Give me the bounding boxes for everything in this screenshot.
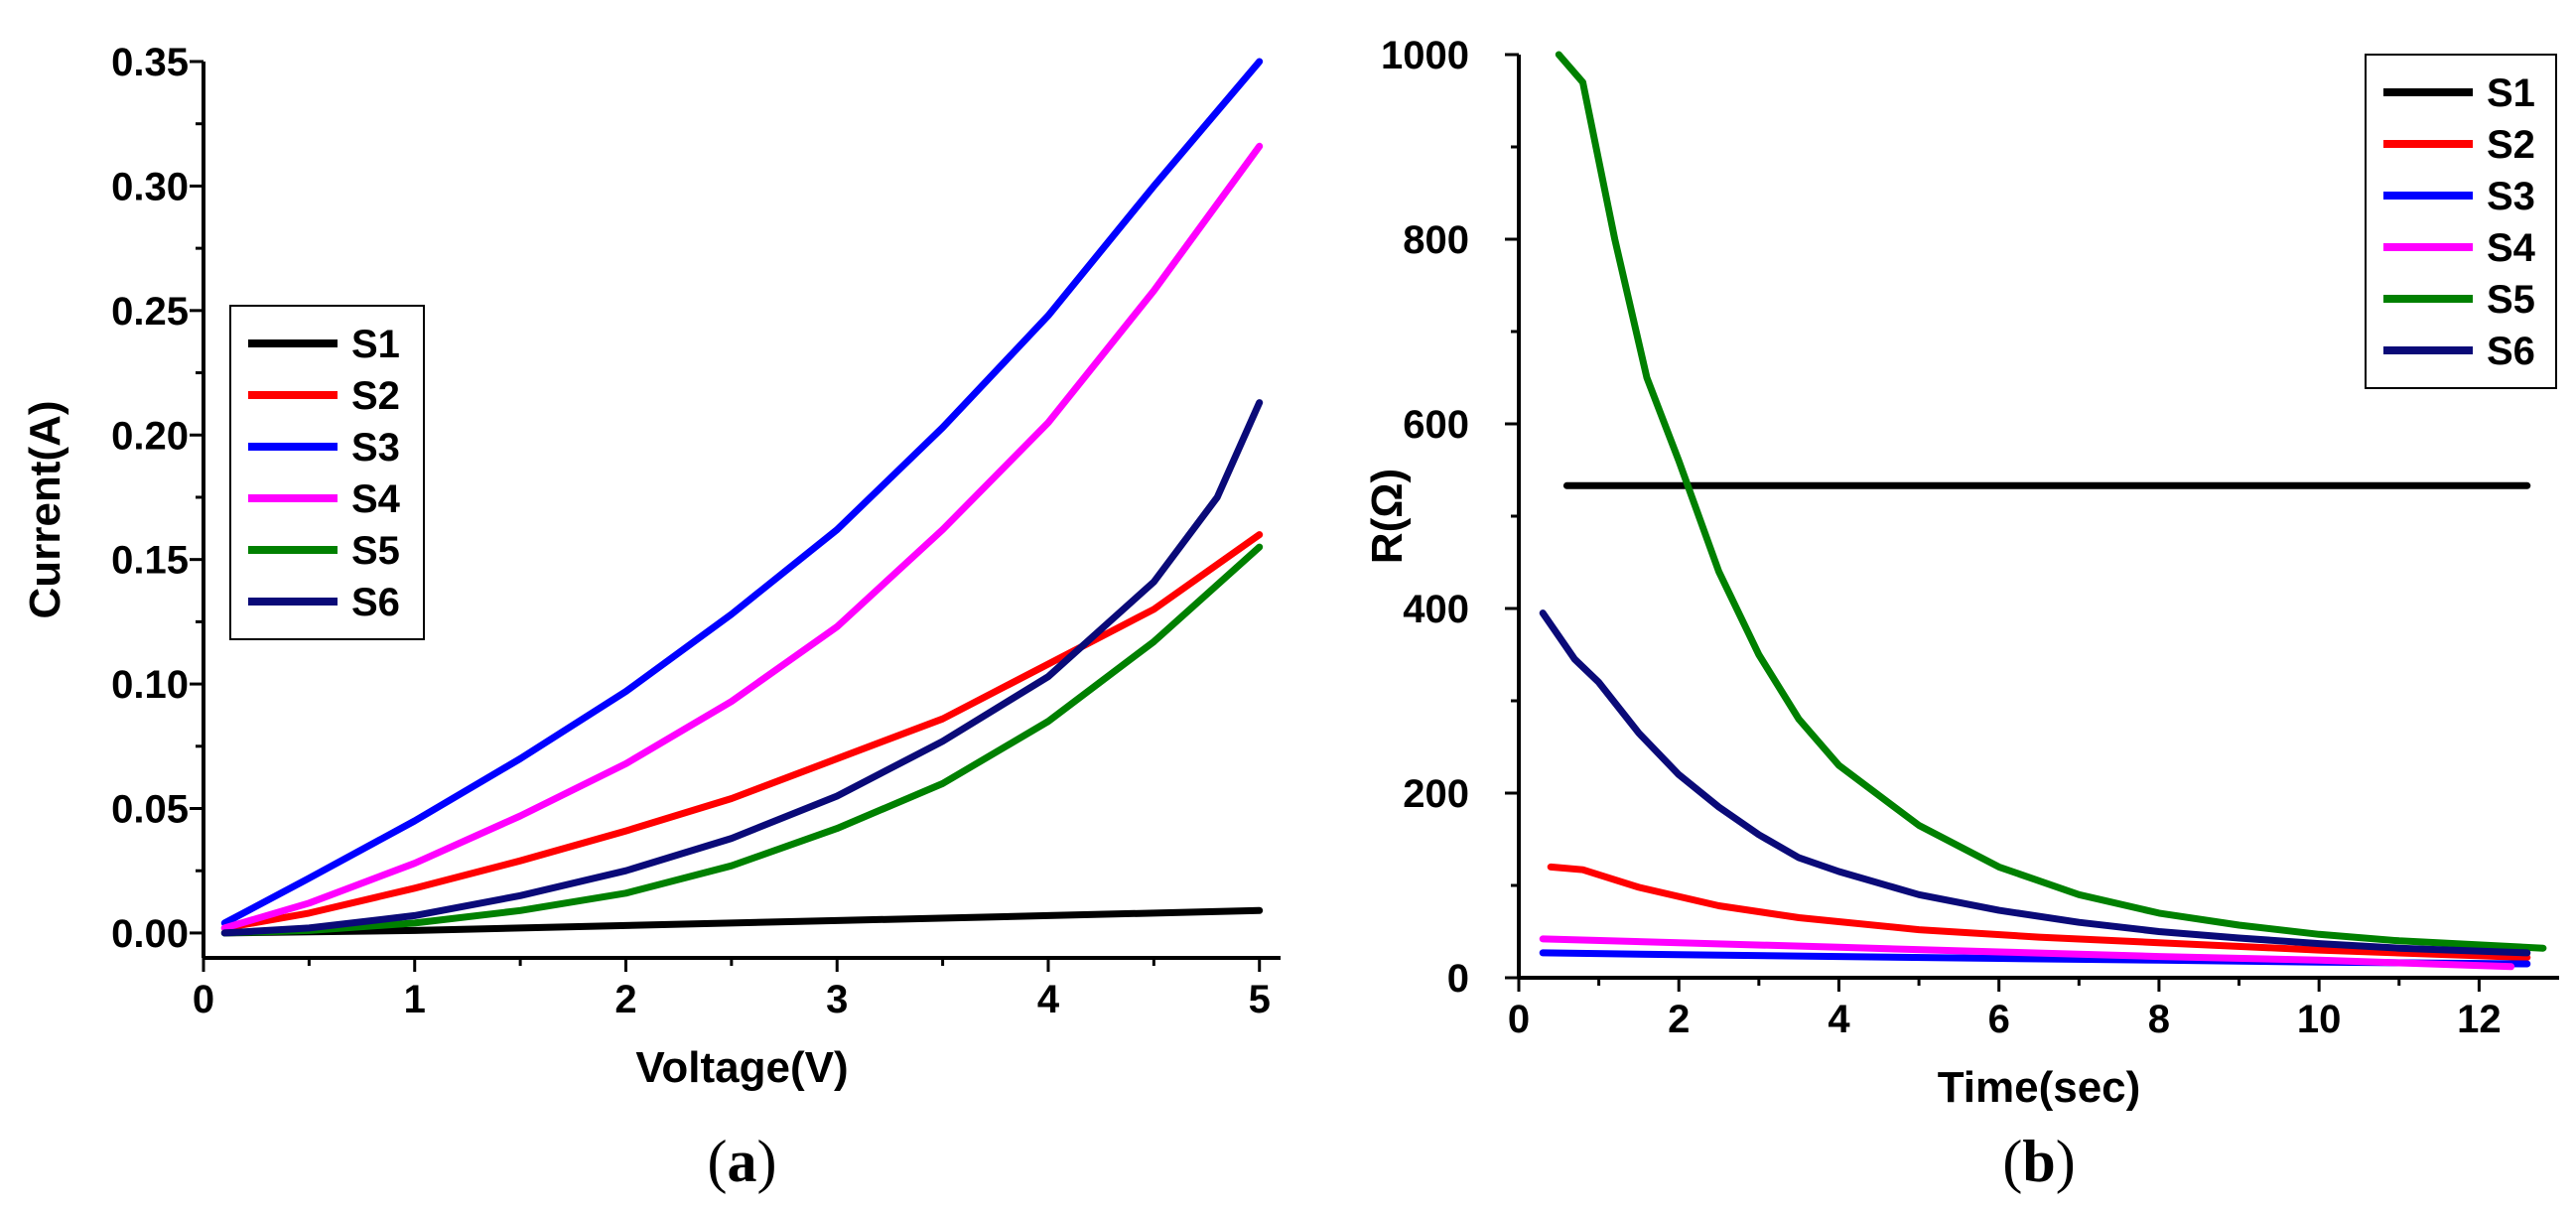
panel-a-chart: 0 1 2 3 4 5 0.00 0.05 0.10 0.15 0.20 0.25 0.30 0.35 Vo…: [21, 41, 1281, 1194]
panel-caption: (a): [708, 1129, 777, 1194]
series-line-s6: [220, 399, 1264, 937]
x-tick-label: 1: [404, 978, 426, 1021]
x-tick-label: 10: [2297, 998, 2342, 1041]
y-tick-label: 0.35: [111, 41, 189, 84]
legend-box: [2365, 54, 2557, 389]
legend-label-s4: S4: [351, 477, 401, 521]
legend-label-s1: S1: [351, 323, 400, 366]
x-tick-label: 0: [193, 978, 214, 1021]
y-tick-label: 0.15: [111, 539, 189, 583]
panel-caption: (b): [2002, 1129, 2075, 1194]
x-tick-label: 4: [1828, 998, 1850, 1041]
x-tick-label: 5: [1249, 978, 1271, 1021]
legend-label-s4: S4: [2487, 226, 2536, 270]
y-tick-label: 0.30: [111, 165, 189, 208]
y-axis-label: Current(A): [21, 401, 69, 619]
x-axis-label: Voltage(V): [635, 1043, 848, 1092]
y-axis-label: R(Ω): [1363, 469, 1412, 564]
series-line-s2: [1547, 863, 2531, 961]
y-tick-label: 0.00: [111, 912, 189, 956]
x-tick-label: 3: [826, 978, 848, 1021]
series-line-s1: [220, 906, 1264, 937]
x-tick-label: 2: [1668, 998, 1690, 1041]
x-axis-label: Time(sec): [1938, 1063, 2141, 1112]
legend-label-s2: S2: [351, 374, 400, 418]
x-tick-label: 12: [2457, 998, 2502, 1041]
legend-label-s5: S5: [2487, 278, 2535, 322]
y-tick-label: 800: [1403, 218, 1469, 262]
series-line-s5: [220, 543, 1264, 937]
legend-label-s1: S1: [2487, 71, 2535, 115]
series-line-s5: [1555, 51, 2547, 952]
y-tick-label: 0.25: [111, 290, 189, 334]
series-line-s3: [220, 58, 1264, 927]
x-tick-label: 8: [2148, 998, 2170, 1041]
y-tick-label: 0: [1447, 957, 1469, 1001]
x-tick-label: 0: [1508, 998, 1530, 1041]
y-tick-label: 0.05: [111, 788, 189, 832]
series-line-s4: [220, 142, 1264, 932]
y-tick-label: 0.10: [111, 663, 189, 707]
series-line-s4: [1539, 935, 2515, 971]
legend-box: [229, 305, 425, 640]
series-line-s6: [1539, 609, 2531, 957]
legend-label-s5: S5: [351, 529, 400, 573]
x-tick-label: 4: [1037, 978, 1060, 1021]
y-tick-label: 600: [1403, 403, 1469, 447]
legend-label-s3: S3: [351, 426, 400, 470]
legend-label-s3: S3: [2487, 175, 2535, 218]
panel-b-chart: 0 2 4 6 8 10 12 0 200 400 600 800 1000 Time(sec) R(Ω) S…: [1363, 34, 2559, 1194]
x-tick-label: 6: [1988, 998, 2010, 1041]
y-tick-label: 400: [1403, 588, 1469, 631]
y-tick-label: 0.20: [111, 414, 189, 458]
y-tick-label: 1000: [1381, 34, 1469, 77]
legend-label-s6: S6: [2487, 330, 2535, 373]
y-tick-label: 200: [1403, 772, 1469, 816]
legend-label-s6: S6: [351, 581, 400, 624]
x-tick-label: 2: [614, 978, 636, 1021]
legend-label-s2: S2: [2487, 123, 2535, 167]
